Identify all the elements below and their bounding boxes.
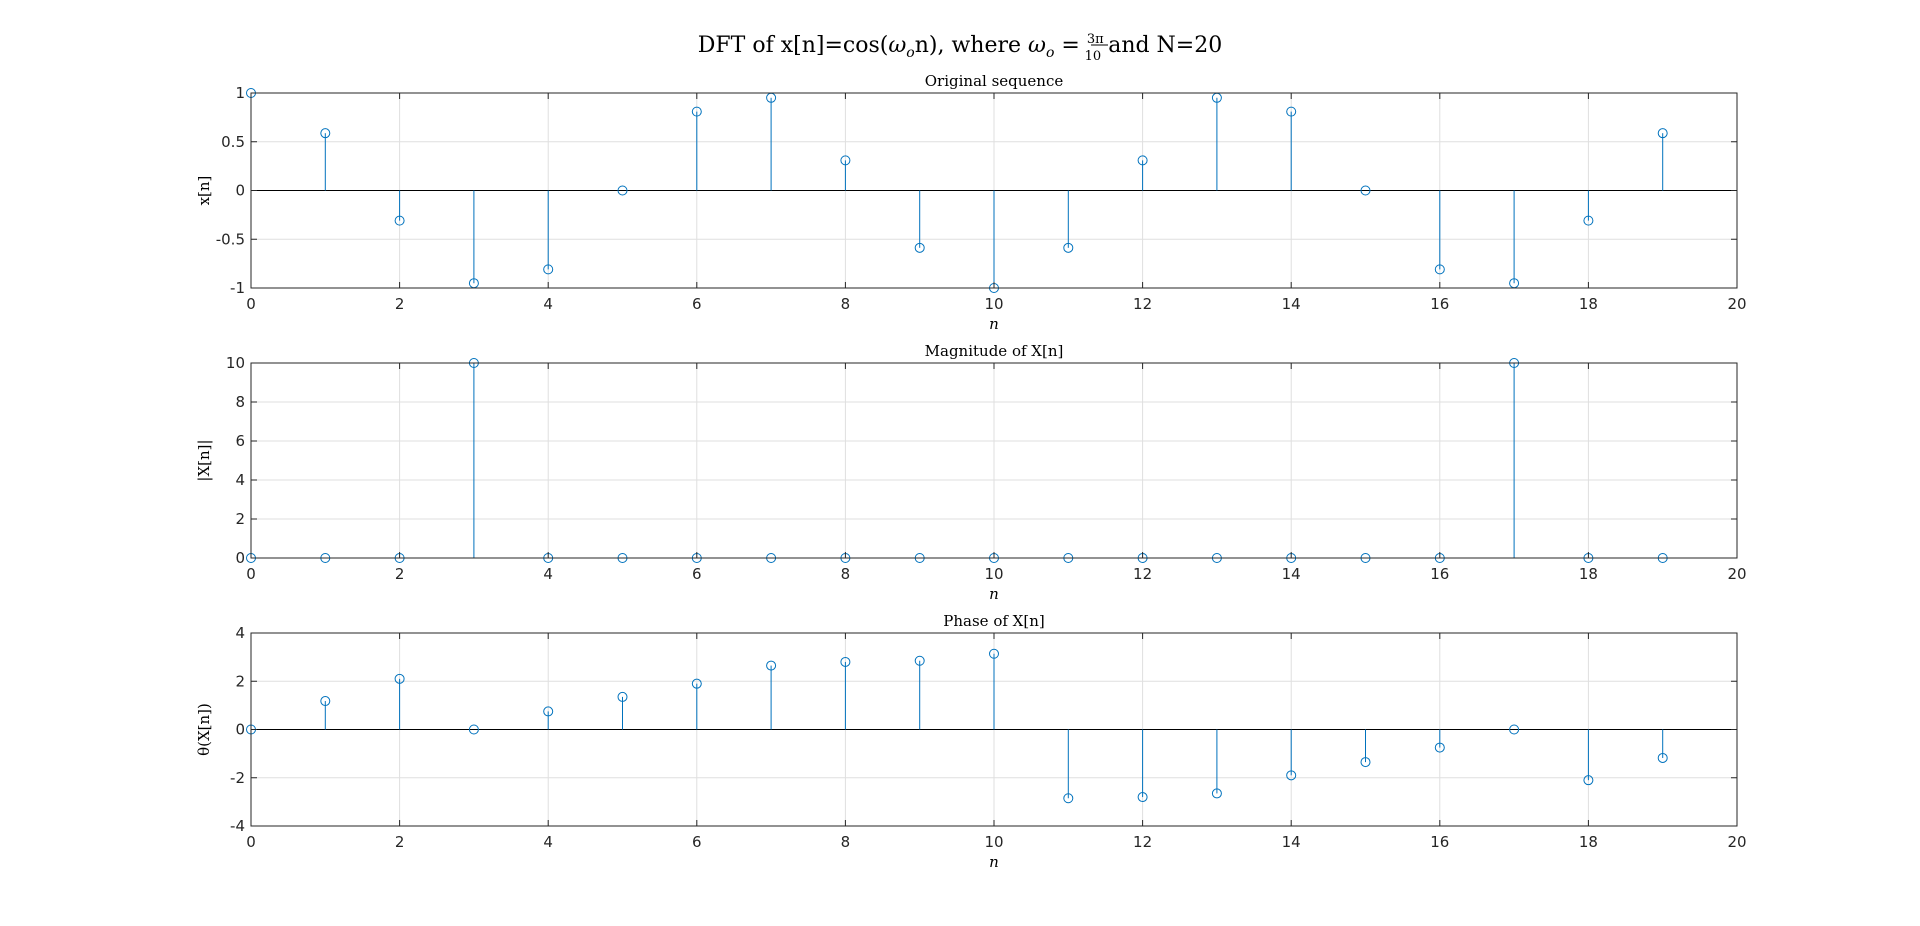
stem-marker <box>914 655 925 666</box>
x-tick-label: 16 <box>1430 833 1449 851</box>
y-tick-label: 1 <box>235 84 245 102</box>
stem-marker <box>840 155 851 166</box>
stem-marker <box>1434 742 1445 753</box>
y-axis-label: θ(X[n]) <box>195 703 213 756</box>
x-tick-label: 2 <box>395 833 405 851</box>
y-tick-label: 6 <box>235 432 245 450</box>
x-tick-label: 14 <box>1282 565 1301 583</box>
x-tick-label: 4 <box>543 833 553 851</box>
stem-marker <box>1063 793 1074 804</box>
y-tick-label: 4 <box>235 624 245 642</box>
y-tick-label: -2 <box>230 769 245 787</box>
y-tick-label: 0 <box>235 549 245 567</box>
y-tick-label: 10 <box>226 354 245 372</box>
y-tick-label: 2 <box>235 672 245 690</box>
x-tick-label: 0 <box>246 565 256 583</box>
stem-marker <box>766 660 777 671</box>
x-tick-label: 20 <box>1727 565 1746 583</box>
stem-marker <box>617 185 628 196</box>
x-tick-label: 12 <box>1133 295 1152 313</box>
stem-marker <box>1137 155 1148 166</box>
stem-marker <box>840 656 851 667</box>
fraction-numerator: 3π <box>1087 32 1104 47</box>
subplot-original-sequence: 0 2 4 6 8 10 12 14 16 18 20 -1 -0.5 0 0.5 1 Original seq… <box>195 72 1747 333</box>
stem-marker <box>691 106 702 117</box>
x-tick-label: 8 <box>841 565 851 583</box>
y-axis-label: x[n] <box>195 176 213 206</box>
x-tick-label: 20 <box>1727 833 1746 851</box>
stem-marker <box>320 696 331 707</box>
x-tick-label: 16 <box>1430 565 1449 583</box>
x-tick-label: 10 <box>984 833 1003 851</box>
y-tick-label: 0.5 <box>221 133 245 151</box>
y-tick-label: 2 <box>235 510 245 528</box>
x-tick-label: 10 <box>984 295 1003 313</box>
x-tick-label: 20 <box>1727 295 1746 313</box>
stem-marker <box>320 128 331 139</box>
x-tick-label: 2 <box>395 295 405 313</box>
stem-marker <box>1063 242 1074 253</box>
y-tick-label: 8 <box>235 393 245 411</box>
stem-marker <box>543 264 554 275</box>
x-tick-label: 4 <box>543 295 553 313</box>
x-tick-label: 18 <box>1579 565 1598 583</box>
stem-marker <box>1509 724 1520 735</box>
stem-marker <box>1286 106 1297 117</box>
stem-marker <box>1434 264 1445 275</box>
x-tick-label: 6 <box>692 833 702 851</box>
x-tick-label: 2 <box>395 565 405 583</box>
x-tick-label: 8 <box>841 295 851 313</box>
stem-marker <box>468 724 479 735</box>
subplot-magnitude: 0 2 4 6 8 10 12 14 16 18 20 0 2 4 6 8 10 Magnitude of X[n… <box>195 342 1747 603</box>
stem-marker <box>1137 792 1148 803</box>
x-tick-label: 14 <box>1282 833 1301 851</box>
stem-marker <box>1583 215 1594 226</box>
x-tick-label: 6 <box>692 295 702 313</box>
stem-marker <box>394 673 405 684</box>
stem-marker <box>1360 185 1371 196</box>
stem-marker <box>1657 128 1668 139</box>
stem-marker <box>1360 757 1371 768</box>
stem-marker <box>1286 770 1297 781</box>
x-tick-label: 8 <box>841 833 851 851</box>
figure-title: DFT of x[n]=cos(ωon), where ωo = 3π 10 an… <box>698 32 1223 64</box>
y-tick-label: -4 <box>230 817 245 835</box>
x-tick-label: 12 <box>1133 565 1152 583</box>
stem-marker <box>1657 752 1668 763</box>
y-tick-label: 0 <box>235 182 245 200</box>
x-tick-label: 0 <box>246 833 256 851</box>
y-tick-label: 4 <box>235 471 245 489</box>
stem-marker <box>1211 788 1222 799</box>
y-tick-label: -1 <box>230 279 245 297</box>
stem-marker <box>1583 775 1594 786</box>
x-tick-label: 10 <box>984 565 1003 583</box>
stem-marker <box>394 215 405 226</box>
y-tick-label: 0 <box>235 721 245 739</box>
x-tick-label: 16 <box>1430 295 1449 313</box>
x-tick-label: 0 <box>246 295 256 313</box>
stem-marker <box>617 691 628 702</box>
y-axis-label: |X[n]| <box>195 439 213 481</box>
y-tick-label: -0.5 <box>216 230 245 248</box>
x-tick-label: 18 <box>1579 295 1598 313</box>
subplot-title: Original sequence <box>925 72 1064 90</box>
subplot-title: Magnitude of X[n] <box>925 342 1064 360</box>
fraction-denominator: 10 <box>1085 49 1102 64</box>
x-axis-label: n <box>989 315 999 333</box>
x-tick-label: 6 <box>692 565 702 583</box>
x-tick-label: 12 <box>1133 833 1152 851</box>
subplot-phase: 0 2 4 6 8 10 12 14 16 18 20 -4 -2 0 2 4 Phase of X[n] n θ(… <box>195 612 1747 871</box>
x-axis-label: n <box>989 853 999 871</box>
x-tick-label: 4 <box>543 565 553 583</box>
x-tick-label: 18 <box>1579 833 1598 851</box>
subplot-title: Phase of X[n] <box>943 612 1044 630</box>
x-axis-label: n <box>989 585 999 603</box>
x-tick-label: 14 <box>1282 295 1301 313</box>
stem-marker <box>691 678 702 689</box>
stem-marker <box>989 648 999 659</box>
stem-marker <box>543 706 554 717</box>
stem-marker <box>914 242 925 253</box>
